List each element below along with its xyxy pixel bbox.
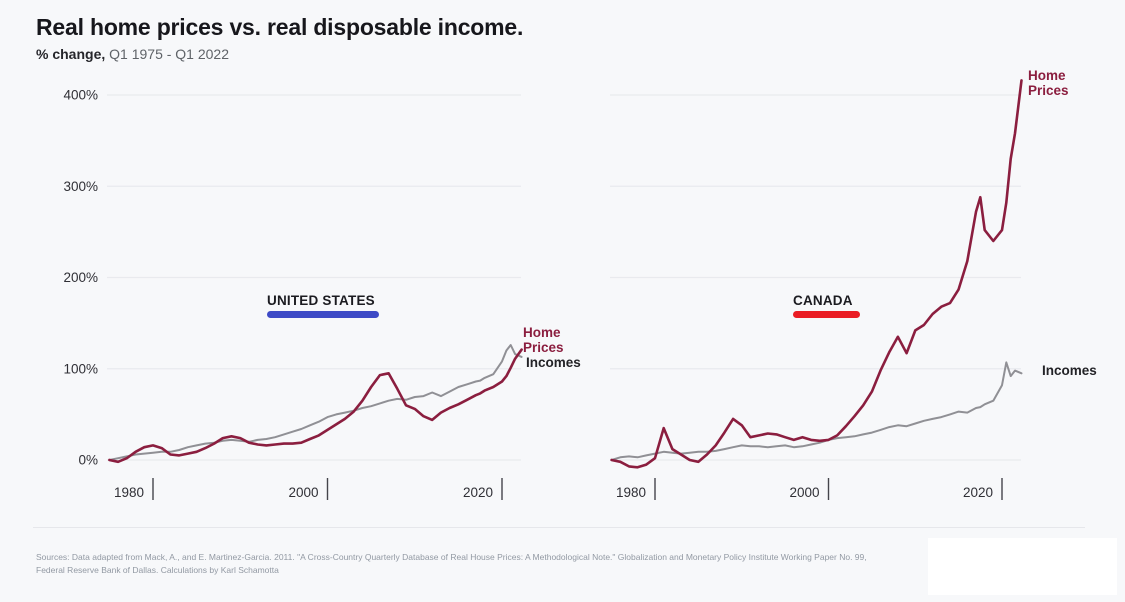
canada-incomes-line <box>610 361 1023 461</box>
source-note: Sources: Data adapted from Mack, A., and… <box>36 551 867 577</box>
y-axis-label-200: 200% <box>63 270 98 285</box>
subtitle-range: Q1 1975 - Q1 2022 <box>109 46 230 62</box>
source-line-2: Federal Reserve Bank of Dallas. Calculat… <box>36 565 279 576</box>
us-incomes-label: Incomes <box>526 355 581 370</box>
y-axis-label-0: 0% <box>78 453 98 468</box>
source-line-1: Sources: Data adapted from Mack, A., and… <box>36 552 867 562</box>
united-states-x-tick-label-1980: 1980 <box>114 485 144 500</box>
panel-label-united-states: UNITED STATES <box>267 293 379 318</box>
canada-x-tick-label-1980: 1980 <box>616 485 646 500</box>
footer-divider <box>33 527 1085 528</box>
panel-title-canada: CANADA <box>793 293 853 308</box>
canada-accent-underline <box>793 311 860 318</box>
panel-title-united-states: UNITED STATES <box>267 293 375 308</box>
canada-x-tick-label-2020: 2020 <box>963 485 993 500</box>
us-accent-underline <box>267 311 379 318</box>
canada-incomes-label: Incomes <box>1042 363 1097 378</box>
subtitle-prefix: % change, <box>36 46 106 62</box>
united-states-x-tick-label-2000: 2000 <box>288 485 318 500</box>
united-states-home_prices-line <box>108 348 523 464</box>
canada-home-prices-label: Home Prices <box>1028 68 1069 99</box>
united-states-incomes-line <box>108 344 523 461</box>
y-axis-label-300: 300% <box>63 179 98 194</box>
blank-watermark-box <box>928 538 1117 595</box>
page-title: Real home prices vs. real disposable inc… <box>36 14 524 40</box>
panel-label-canada: CANADA <box>793 293 860 318</box>
canada-home_prices-line <box>610 79 1023 469</box>
us-home-prices-label: Home Prices <box>523 325 564 356</box>
y-axis-label-400: 400% <box>63 88 98 103</box>
subtitle: % change, Q1 1975 - Q1 2022 <box>36 46 229 62</box>
canada-x-tick-label-2000: 2000 <box>789 485 819 500</box>
y-axis-label-100: 100% <box>63 361 98 376</box>
united-states-x-tick-label-2020: 2020 <box>463 485 493 500</box>
